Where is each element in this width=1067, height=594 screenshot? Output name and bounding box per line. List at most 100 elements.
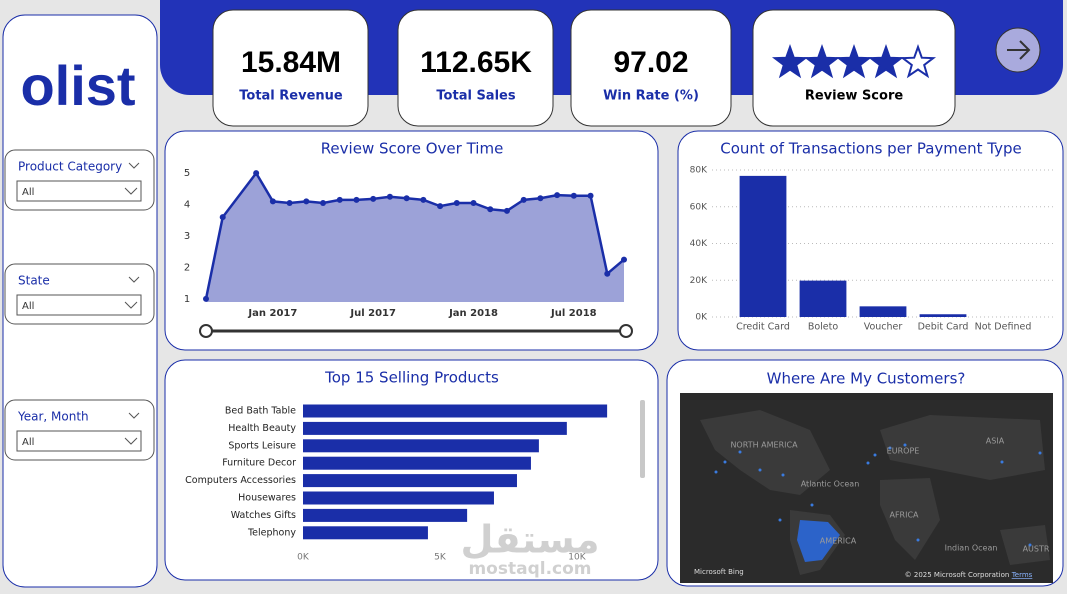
y-tick-label: Bed Bath Table — [225, 406, 296, 417]
bar — [303, 491, 494, 505]
map-label: EUROPE — [887, 447, 920, 456]
filter-value: All — [22, 301, 34, 312]
kpi-label: Review Score — [805, 89, 904, 104]
x-tick-label: Jul 2017 — [349, 308, 396, 319]
scrollbar[interactable] — [640, 400, 645, 478]
slider-handle[interactable] — [199, 324, 213, 338]
y-tick-label: 60K — [690, 202, 708, 212]
point — [621, 256, 627, 263]
map-title: Where Are My Customers? — [767, 370, 966, 388]
chart-title: Count of Transactions per Payment Type — [720, 140, 1022, 158]
map-attribution: Microsoft Bing — [694, 568, 744, 576]
point — [253, 170, 260, 177]
y-tick-label: 20K — [690, 276, 708, 286]
map-label: Indian Ocean — [945, 544, 998, 553]
arrow-icon — [1007, 40, 1031, 60]
next-button[interactable] — [995, 27, 1041, 73]
y-tick-label: 5 — [184, 168, 190, 179]
x-tick-label: Credit Card — [736, 322, 790, 333]
filter-label: Product Category — [18, 160, 122, 174]
bar — [303, 439, 539, 453]
watermark: مستقل — [461, 518, 600, 562]
watermark: mostaql.com — [468, 559, 591, 579]
filter[interactable]: Year, Month All — [4, 399, 155, 461]
point — [587, 192, 594, 199]
x-tick-label: Not Defined — [975, 322, 1032, 333]
bar — [303, 404, 608, 418]
dropdown[interactable] — [16, 430, 142, 452]
area-fill — [206, 173, 624, 302]
land — [700, 410, 1050, 575]
kpi-card — [397, 9, 554, 127]
y-tick-label: Housewares — [238, 493, 296, 504]
y-tick-label: 40K — [690, 239, 708, 249]
point — [219, 214, 226, 221]
bar — [919, 314, 967, 317]
x-tick-label: 0K — [297, 553, 310, 563]
kpi-card — [212, 9, 369, 127]
map-label: NORTH AMERICA — [730, 441, 798, 450]
x-tick-label: Jul 2018 — [550, 308, 597, 319]
y-tick-label: Computers Accessories — [185, 475, 296, 486]
slider-handle[interactable] — [619, 324, 633, 338]
star — [835, 44, 873, 79]
y-tick-label: 0K — [695, 313, 708, 323]
map-label: AFRICA — [889, 511, 919, 520]
filter-label: State — [18, 274, 50, 288]
star — [803, 44, 841, 79]
chart-card — [677, 130, 1064, 351]
point — [286, 200, 293, 206]
bar — [303, 474, 517, 488]
point — [203, 295, 209, 302]
point — [370, 195, 377, 202]
y-tick-label: Watches Gifts — [231, 510, 296, 521]
dropdown[interactable] — [16, 294, 142, 316]
kpi-value: 112.65K — [420, 46, 532, 79]
point — [269, 198, 276, 205]
chevron — [128, 276, 140, 283]
x-tick-label: Boleto — [808, 322, 839, 333]
charts: 1 2 3 4 5 Jan 2017 Jul 2017 Jan 2018 Jul 2018 0K 2… — [184, 166, 1055, 563]
bar — [859, 306, 907, 317]
dropdown[interactable] — [16, 180, 142, 202]
star — [899, 44, 937, 79]
chevron — [124, 437, 138, 445]
filter[interactable]: Product Category All — [4, 149, 155, 211]
x-tick-label: Debit Card — [918, 322, 969, 333]
kpi-value: 97.02 — [613, 46, 688, 79]
chevron — [124, 187, 138, 195]
chevron — [128, 162, 140, 169]
map-label: Atlantic Ocean — [801, 480, 860, 489]
x-tick-label: Voucher — [864, 322, 903, 333]
point — [537, 195, 544, 202]
filter[interactable]: State All — [4, 263, 155, 325]
y-tick-label: Telephony — [247, 527, 296, 538]
filter-value: All — [22, 437, 34, 448]
bar — [303, 421, 567, 435]
map-label: AMERICA — [820, 537, 857, 546]
point — [403, 195, 410, 202]
point — [554, 192, 561, 199]
point — [470, 200, 477, 206]
y-tick-label: 4 — [184, 200, 190, 211]
point — [437, 203, 444, 210]
map-label: AUSTR — [1023, 545, 1050, 554]
kpi-label: Win Rate (%) — [603, 89, 699, 104]
point — [386, 193, 393, 200]
chart-title: Review Score Over Time — [321, 140, 504, 158]
point — [353, 196, 360, 203]
bar — [303, 508, 468, 522]
bar — [799, 280, 847, 317]
bar — [303, 526, 428, 540]
filter-value: All — [22, 187, 34, 198]
y-tick-label: Health Beauty — [228, 423, 296, 434]
point — [503, 207, 510, 214]
map-terms[interactable]: Terms — [1011, 571, 1033, 579]
y-tick-label: 1 — [184, 294, 190, 305]
kpi-label: Total Revenue — [239, 89, 343, 104]
x-tick-label: Jan 2017 — [247, 308, 297, 319]
filter-label: Year, Month — [17, 410, 89, 424]
x-tick-label: Jan 2018 — [448, 308, 498, 319]
logo: olist — [20, 54, 135, 117]
